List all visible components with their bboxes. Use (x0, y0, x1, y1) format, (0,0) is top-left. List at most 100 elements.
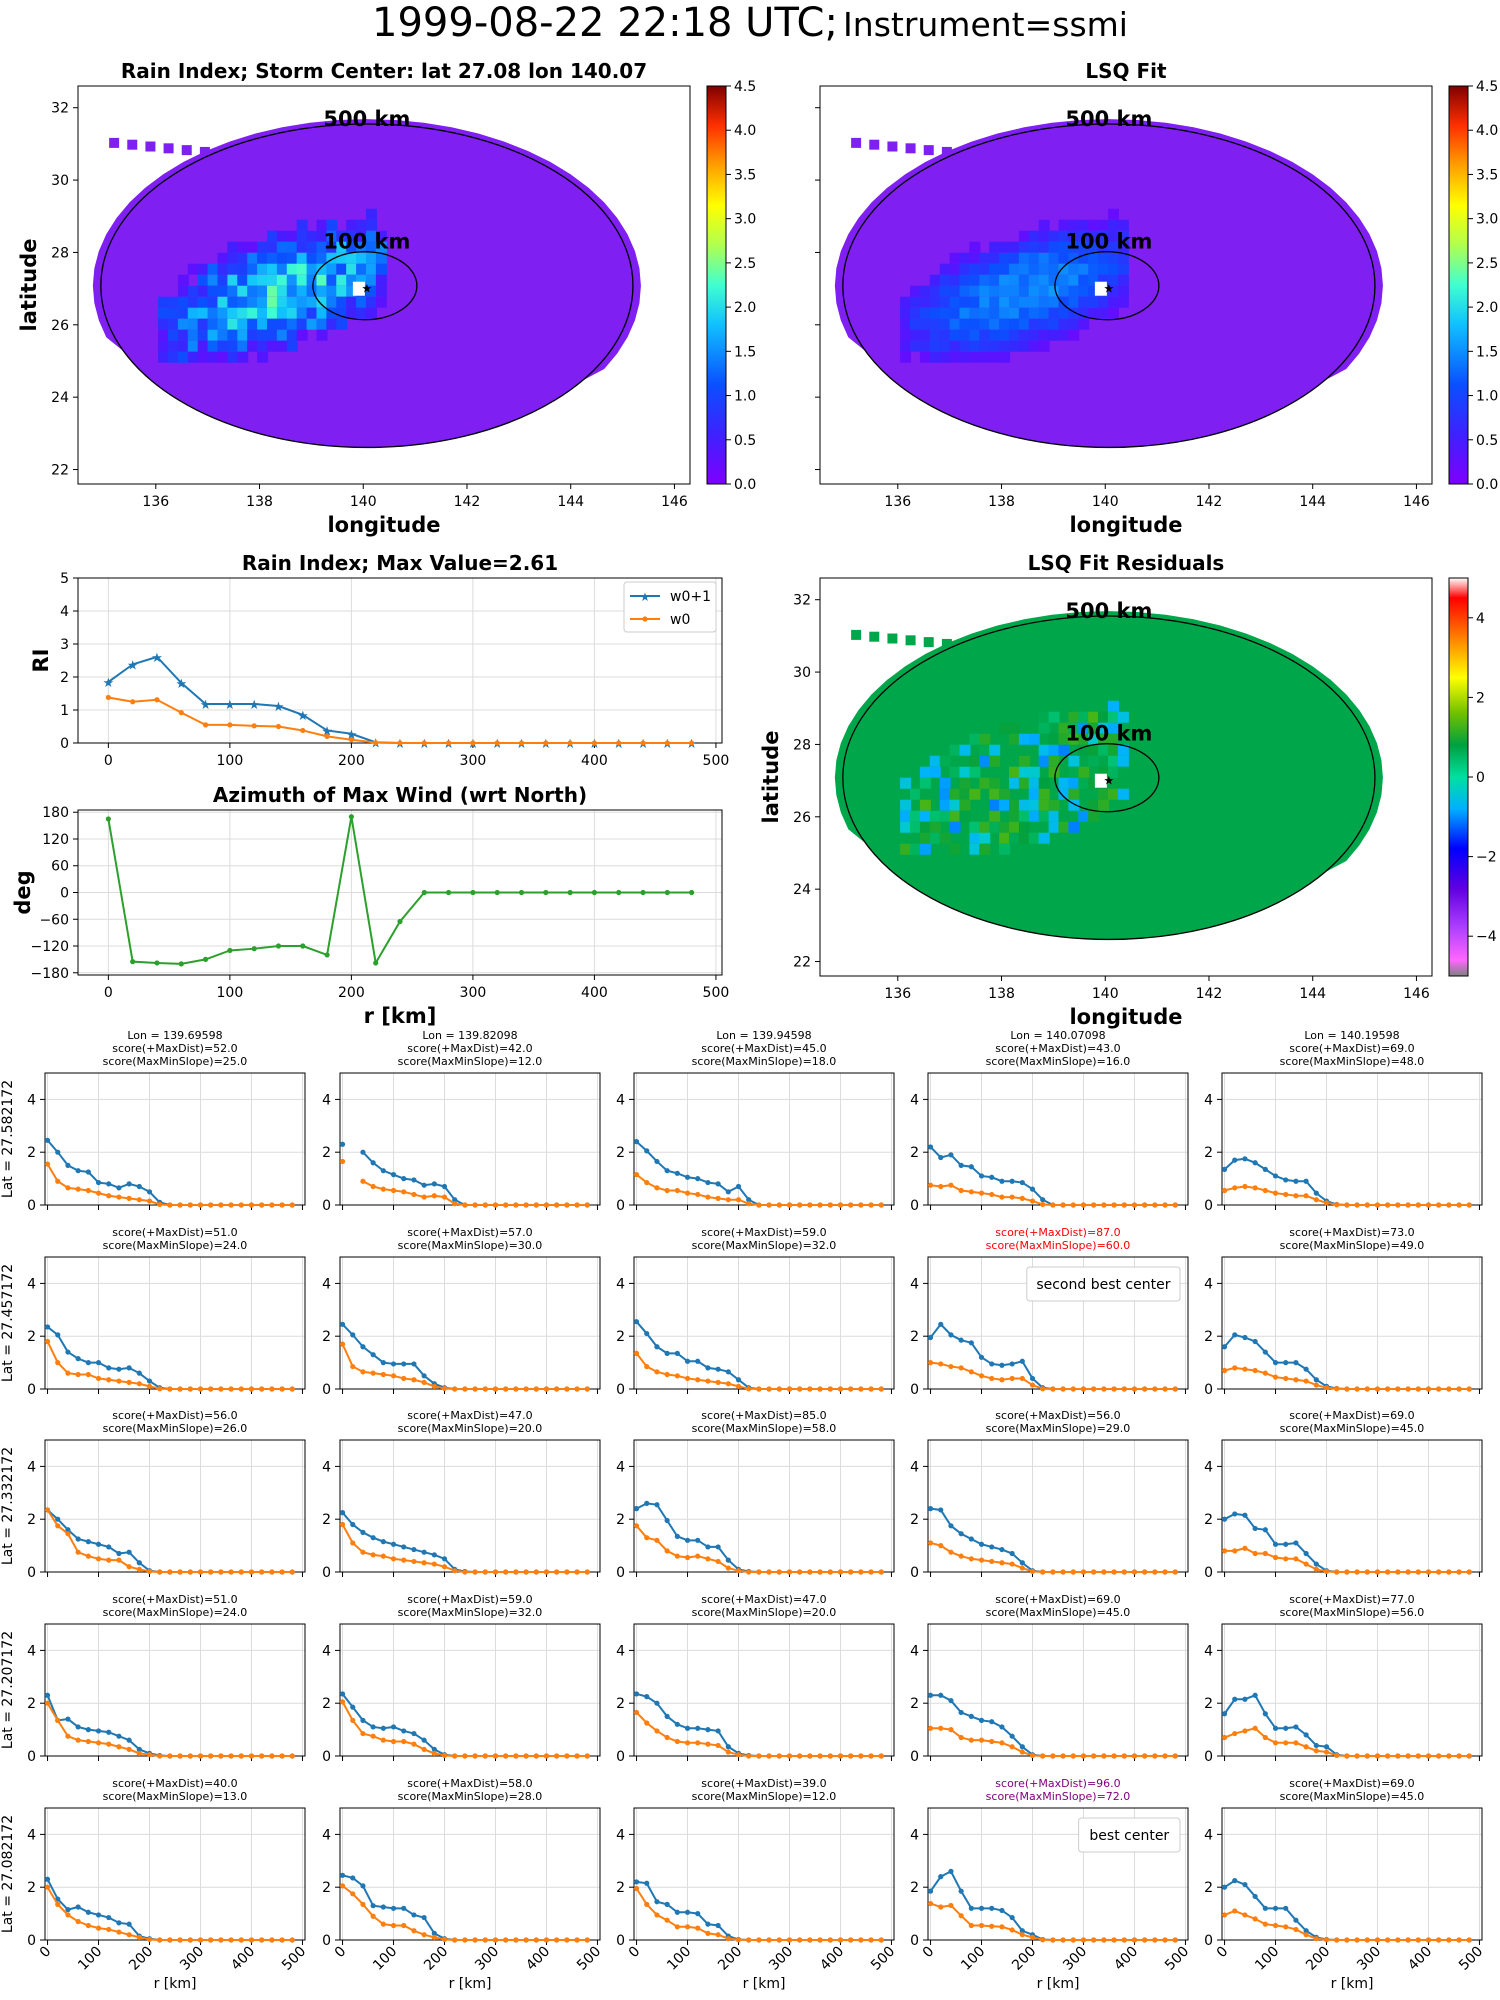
series-w0-point (837, 1937, 844, 1943)
series-w0-point (269, 1753, 275, 1759)
ytick-label: 4 (616, 1276, 625, 1292)
lsq-fit-residuals-map-cell (1098, 711, 1110, 723)
lsq-fit-residuals-map-colorbar (1448, 577, 1469, 977)
series-w0-point (55, 1717, 61, 1723)
series-w0plus1-line (46, 1878, 293, 1941)
column-lon-label: Lon = 140.19598 (1304, 1029, 1399, 1042)
lsq-fit-residuals-map-cell (900, 843, 912, 855)
series-azimuth-point (373, 960, 379, 966)
lsq-fit-map-cell (1048, 285, 1060, 297)
lsq-fit-map-cell (949, 285, 961, 297)
rain-index-map-cell (326, 285, 338, 297)
series-w0plus1-point (75, 1168, 81, 1174)
lsq-fit-map-cell (1058, 274, 1070, 286)
series-w0plus1-point: ★ (103, 676, 115, 691)
series-w0-point (1425, 1202, 1432, 1208)
series-w0plus1-line (635, 1321, 882, 1390)
rain-index-map-cell (286, 296, 298, 308)
series-w0-point (441, 1936, 448, 1943)
series-w0-point (95, 1740, 102, 1746)
series-w0plus1-point: ★ (273, 700, 285, 715)
series-w0-point (380, 1737, 386, 1743)
lsq-fit-map-cell (979, 274, 991, 286)
rain-index-map-cell (365, 263, 377, 275)
rain-index-map-cell (296, 263, 308, 275)
lsq-fit-map-cell (999, 241, 1011, 253)
series-w0plus1-point (1283, 1360, 1289, 1366)
ytick-label: 2 (1204, 1880, 1213, 1896)
series-w0-point (339, 1158, 346, 1165)
axes-frame (927, 1439, 1189, 1573)
series-w0-point (55, 1523, 61, 1529)
series-w0plus1-point (370, 1535, 376, 1541)
lsq-fit-map-cell (1028, 252, 1040, 264)
series-w0-point (1152, 1753, 1158, 1759)
series-w0-point (968, 1556, 974, 1562)
lsq-fit-map-cell (919, 329, 931, 341)
lsq-fit-map-cell (1068, 307, 1080, 319)
lsq-fit-map-circle-100km (1054, 251, 1160, 321)
series-w0plus1-point (735, 1183, 742, 1190)
series-w0-point (1152, 1569, 1158, 1575)
score-maxdist: score(+MaxDist)=96.0 (995, 1777, 1120, 1790)
series-w0-point (1272, 1190, 1279, 1196)
rain-index-map-cell (187, 263, 199, 275)
series-w0-point (187, 1569, 193, 1575)
series-w0plus1-point (421, 1373, 427, 1379)
lsq-fit-map-xtick-label: 136 (884, 494, 911, 510)
series-w0-point (1385, 1569, 1391, 1575)
series-w0-point (1172, 1753, 1178, 1759)
axes-frame (44, 1072, 306, 1206)
lsq-fit-residuals-map-cell (929, 755, 941, 767)
series-w0-point (1436, 1753, 1442, 1759)
series-w0-point (1293, 1926, 1299, 1933)
series-w0plus1-point (360, 1529, 366, 1535)
series-w0-point (452, 1386, 458, 1392)
rain-index-map-cell (227, 296, 239, 308)
rain-index-map-cell (207, 329, 219, 341)
lsq-fit-map-cell (900, 318, 912, 330)
rain-index-map-cell (316, 318, 328, 330)
lsq-fit-residuals-map-colorbar-tick-label: 4 (1476, 611, 1485, 627)
rain-index-map-cell (187, 318, 199, 330)
series-w0-point (827, 1753, 833, 1759)
lsq-fit-residuals-map-cell (1048, 821, 1060, 833)
row-lat-label: Lat = 27.332172 (0, 1447, 16, 1565)
series-w0-point (837, 1753, 844, 1759)
rain-index-map-xtick-label: 136 (142, 494, 169, 510)
series-w0-point (44, 1338, 51, 1345)
lsq-fit-map-center-pixel (1094, 281, 1107, 296)
series-w0-point (1385, 1937, 1391, 1943)
series-w0-point (1262, 1550, 1268, 1557)
series-w0plus1-point (401, 1728, 407, 1734)
series-w0-point (275, 723, 282, 730)
lsq-fit-map-cell (969, 318, 981, 330)
lsq-fit-residuals-map-cell (1068, 766, 1080, 778)
rain-index-map-cell (276, 307, 288, 319)
xtick-label: 100 (1252, 1944, 1282, 1974)
ytick-label: 1 (60, 703, 69, 719)
series-w0-point (689, 740, 695, 746)
series-w0plus1-line (341, 1511, 588, 1573)
series-w0-point (470, 740, 476, 746)
series-w0-point (44, 1884, 51, 1890)
series-w0-point (848, 1753, 854, 1759)
ytick-label: 0 (910, 1749, 919, 1765)
lsq-fit-map-cell (1048, 241, 1060, 253)
series-w0plus1-point (126, 1737, 132, 1743)
rain-index-map-cell (356, 241, 368, 253)
lsq-fit-map-cell (1088, 230, 1100, 242)
series-w0-point (1405, 1569, 1411, 1575)
series-w0-point (684, 1375, 691, 1382)
lsq-fit-residuals-map-cell (900, 821, 912, 833)
lsq-fit-map-cell (1068, 274, 1080, 286)
series-w0-point (878, 1753, 884, 1759)
series-w0plus1-point (390, 1361, 397, 1367)
series-w0-point (1334, 1752, 1340, 1759)
legend-marker-w0 (642, 616, 648, 622)
candidate-panel: 024score(MaxMinSlope)=32.0score(+MaxDist… (616, 1226, 895, 1398)
lsq-fit-residuals-map-cell (929, 810, 941, 822)
series-w0-point (1252, 1185, 1258, 1191)
rain-index-map-cell (266, 285, 278, 297)
series-w0plus1-point (644, 1148, 650, 1154)
